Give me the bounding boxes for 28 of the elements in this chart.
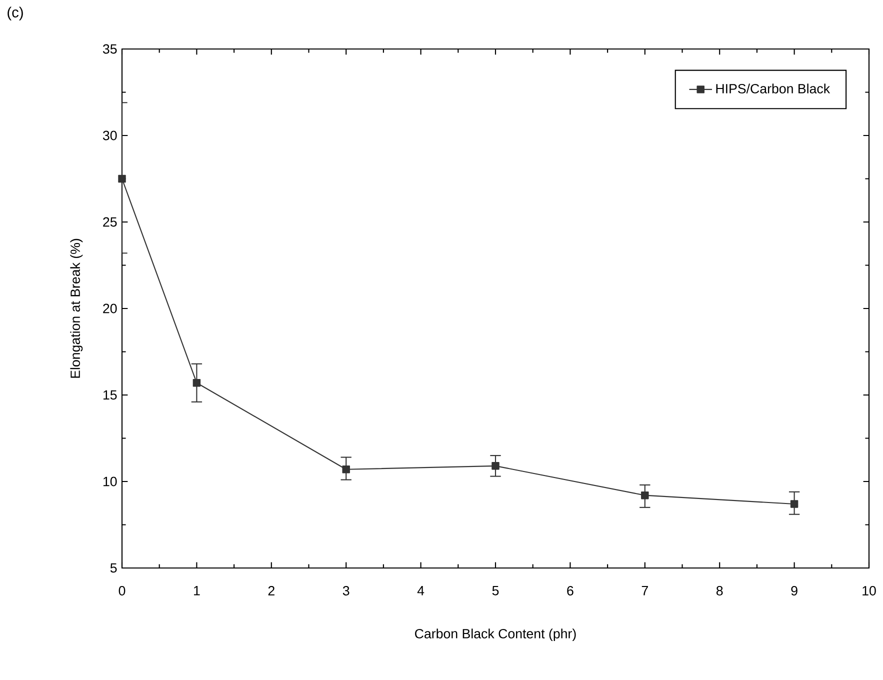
- x-tick-label: 9: [791, 586, 798, 596]
- x-tick-label: 4: [417, 586, 424, 596]
- x-tick-label: 3: [342, 586, 350, 596]
- text: (c): [8, 6, 23, 20]
- point: [342, 466, 350, 474]
- point: [790, 500, 798, 508]
- y-axis-title: Elongation at Break (%): [70, 238, 83, 378]
- x-tick-label: 10: [862, 586, 876, 596]
- y-tick-label: 25: [103, 217, 117, 227]
- point: [192, 379, 201, 387]
- legend-label: HIPS/Carbon Black: [716, 84, 830, 94]
- x-tick-label: 0: [118, 586, 126, 596]
- point: [118, 174, 126, 183]
- y-tick-label: 15: [103, 390, 117, 400]
- x-tick-label: 7: [642, 586, 648, 596]
- x-tick-label: 2: [268, 586, 274, 596]
- x-tick-label: 6: [567, 586, 574, 596]
- x-tick-label: 1: [194, 586, 200, 596]
- y-tick-label: 20: [103, 304, 117, 314]
- x-tick-label: 5: [492, 586, 499, 596]
- y-tick-label: 35: [102, 44, 117, 54]
- point: [492, 462, 500, 470]
- x-axis-title: Carbon Black Content (phr): [415, 628, 576, 642]
- y-tick-label: 30: [102, 130, 117, 140]
- y-tick-label: 10: [103, 476, 117, 486]
- point: [641, 491, 649, 500]
- x-tick-label: 8: [716, 586, 723, 596]
- y-tick-label: 5: [110, 563, 117, 573]
